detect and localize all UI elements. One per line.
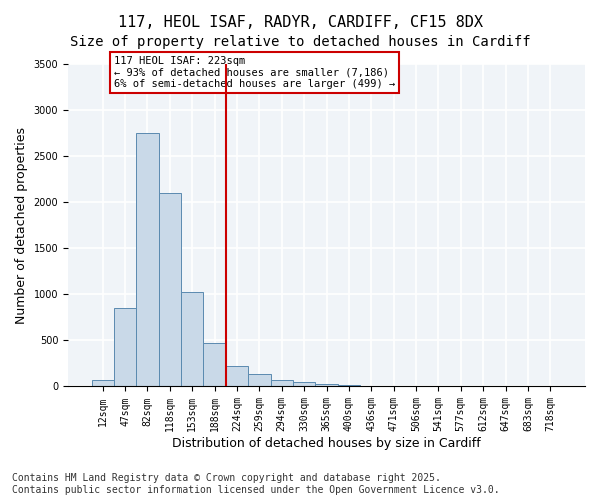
Bar: [181, 292, 203, 386]
Text: 117 HEOL ISAF: 223sqm
← 93% of detached houses are smaller (7,186)
6% of semi-de: 117 HEOL ISAF: 223sqm ← 93% of detached …: [114, 56, 395, 89]
Text: Size of property relative to detached houses in Cardiff: Size of property relative to detached ho…: [70, 35, 530, 49]
Y-axis label: Number of detached properties: Number of detached properties: [15, 126, 28, 324]
Bar: [293, 382, 316, 386]
Text: Contains HM Land Registry data © Crown copyright and database right 2025.
Contai: Contains HM Land Registry data © Crown c…: [12, 474, 500, 495]
Bar: [248, 374, 271, 386]
Bar: [114, 308, 136, 386]
X-axis label: Distribution of detached houses by size in Cardiff: Distribution of detached houses by size …: [172, 437, 481, 450]
Bar: [226, 366, 248, 386]
Bar: [316, 384, 338, 386]
Bar: [203, 343, 226, 386]
Bar: [158, 193, 181, 386]
Bar: [271, 380, 293, 386]
Text: 117, HEOL ISAF, RADYR, CARDIFF, CF15 8DX: 117, HEOL ISAF, RADYR, CARDIFF, CF15 8DX: [118, 15, 482, 30]
Bar: [136, 133, 158, 386]
Bar: [92, 380, 114, 386]
